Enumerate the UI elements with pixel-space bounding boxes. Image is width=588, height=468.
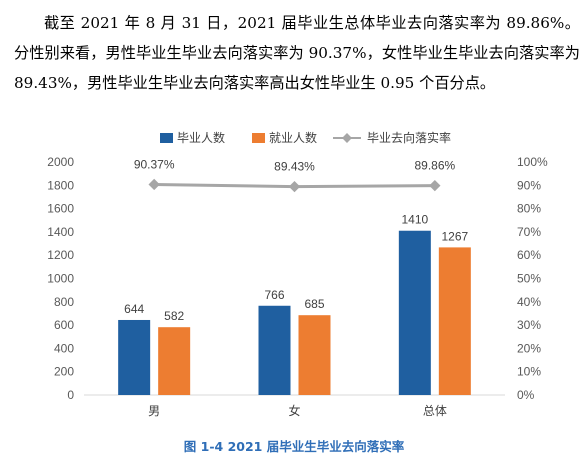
- right-axis: 0% 10% 20% 30% 40% 50% 60% 70% 80% 90% 100%: [517, 155, 548, 402]
- intro-paragraph: 截至 2021 年 8 月 31 日，2021 届毕业生总体毕业去向落实率为 8…: [14, 8, 580, 98]
- legend-label: 就业人数: [269, 130, 317, 145]
- legend-label: 毕业人数: [177, 130, 225, 145]
- left-axis-tick-label: 1600: [47, 202, 74, 216]
- x-axis-category-label: 男: [148, 404, 160, 418]
- employed-bar-label: 582: [164, 309, 184, 323]
- left-axis-tick-label: 1000: [47, 272, 74, 286]
- employed-bar: [438, 247, 471, 395]
- left-axis-tick-label: 1800: [47, 178, 74, 192]
- right-axis-tick-label: 50%: [517, 272, 541, 286]
- bars: 644 582 766 685 1410 1267: [118, 213, 471, 395]
- graduates-bar: [398, 230, 431, 395]
- left-axis: 0 200 400 600 800 1000 1200 1400 1600 1800 2000: [47, 155, 74, 402]
- left-axis-tick-label: 600: [54, 318, 74, 332]
- employed-bar: [298, 315, 331, 395]
- right-axis-tick-label: 100%: [517, 155, 548, 169]
- x-axis-labels: 男 女 总体: [148, 403, 447, 418]
- legend-marker-swatch: [342, 133, 352, 143]
- chart-legend: 毕业人数 就业人数 毕业去向落实率: [160, 130, 451, 145]
- graduates-bar: [258, 305, 291, 395]
- rate-point: [429, 179, 441, 192]
- left-axis-tick-label: 2000: [47, 155, 74, 169]
- left-axis-tick-label: 800: [54, 295, 74, 309]
- rate-line: 90.37% 89.43% 89.86%: [134, 157, 456, 193]
- x-axis-category-label: 总体: [423, 404, 447, 418]
- legend-swatch: [160, 133, 173, 143]
- employed-bar-label: 1267: [441, 229, 468, 243]
- right-axis-tick-label: 90%: [517, 178, 541, 192]
- figure-caption: 图 1-4 2021 届毕业生毕业去向落实率: [183, 439, 405, 454]
- rate-point-label: 89.43%: [274, 160, 315, 174]
- left-axis-tick-label: 1200: [47, 248, 74, 262]
- right-axis-tick-label: 0%: [517, 388, 535, 402]
- graduates-bar-label: 766: [264, 288, 284, 302]
- right-axis-tick-label: 30%: [517, 318, 541, 332]
- rate-point: [148, 178, 160, 191]
- left-axis-tick-label: 400: [54, 341, 74, 355]
- rate-point: [288, 180, 301, 193]
- graduates-bar-label: 1410: [401, 213, 428, 227]
- right-axis-tick-label: 40%: [517, 295, 541, 309]
- employed-bar: [158, 327, 191, 395]
- left-axis-tick-label: 0: [67, 388, 74, 402]
- legend-swatch: [252, 133, 265, 143]
- right-axis-tick-label: 80%: [517, 202, 541, 216]
- rate-point-label: 89.86%: [414, 159, 455, 173]
- right-axis-tick-label: 10%: [517, 365, 541, 379]
- left-axis-tick-label: 200: [54, 365, 74, 379]
- x-axis-category-label: 女: [288, 403, 300, 418]
- intro-text: 截至 2021 年 8 月 31 日，2021 届毕业生总体毕业去向落实率为 8…: [14, 14, 580, 92]
- right-axis-tick-label: 70%: [517, 225, 541, 239]
- legend-label: 毕业去向落实率: [367, 130, 451, 145]
- graduates-bar: [118, 319, 151, 395]
- left-axis-tick-label: 1400: [47, 225, 74, 239]
- right-axis-tick-label: 60%: [517, 248, 541, 262]
- graduates-bar-label: 644: [124, 302, 144, 316]
- graduation-rate-chart: 毕业人数 就业人数 毕业去向落实率 0 200 400 600 800 1000 1200 140…: [47, 130, 548, 418]
- right-axis-tick-label: 20%: [517, 341, 541, 355]
- employed-bar-label: 685: [304, 297, 324, 311]
- rate-point-label: 90.37%: [134, 157, 175, 171]
